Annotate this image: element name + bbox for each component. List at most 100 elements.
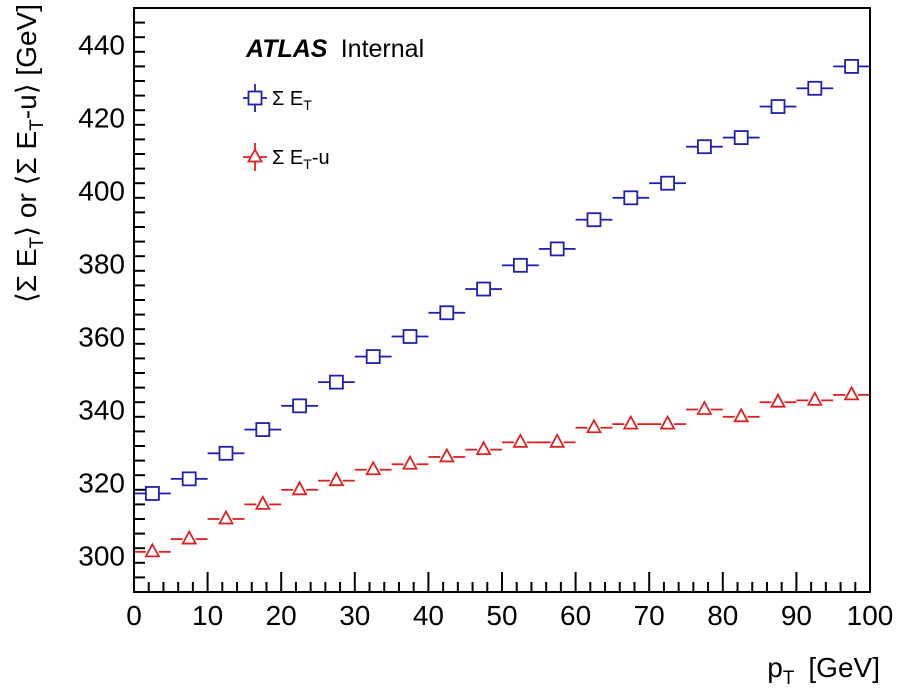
data-point	[244, 422, 282, 437]
marker	[769, 392, 787, 408]
data-point	[134, 542, 171, 558]
data-point	[796, 390, 834, 406]
marker	[549, 241, 565, 257]
y-axis-title-part3: -u⟩ [GeV]	[11, 4, 42, 119]
marker	[438, 447, 455, 463]
marker	[476, 281, 492, 297]
data-point	[796, 80, 834, 96]
y-tick-label: 300	[78, 541, 125, 572]
marker	[733, 407, 750, 423]
atlas-label-rest: Internal	[341, 35, 424, 63]
marker	[585, 418, 603, 434]
marker	[292, 398, 308, 414]
marker	[512, 432, 529, 448]
x-axis-title-main: p	[767, 652, 783, 683]
data-point	[538, 432, 576, 448]
marker	[697, 139, 712, 155]
data-point	[759, 99, 797, 114]
marker	[622, 414, 639, 430]
legend-label: Σ ET-u	[272, 147, 330, 172]
marker	[365, 460, 382, 476]
marker	[513, 257, 528, 273]
data-point	[318, 471, 355, 487]
legend-entry-2: Σ ET-u	[243, 143, 330, 172]
atlas-label-bold: ATLAS	[245, 35, 328, 63]
legend-label-main: Σ E	[272, 88, 303, 110]
data-point	[207, 509, 245, 525]
marker	[181, 471, 197, 487]
marker	[181, 529, 198, 545]
series-1	[134, 59, 870, 501]
data-point	[649, 414, 686, 430]
marker	[328, 471, 345, 487]
y-axis-title-part1: ⟨Σ E	[11, 248, 42, 303]
marker	[806, 390, 823, 406]
x-tick-label: 100	[847, 600, 894, 631]
data-point	[244, 495, 282, 510]
data-point	[428, 447, 466, 463]
data-point	[502, 257, 539, 273]
marker	[843, 385, 860, 401]
legend-label-main: Σ E	[272, 147, 303, 169]
y-tick-label: 400	[78, 176, 125, 207]
data-point	[465, 281, 502, 297]
x-axis-title: pT [GeV]	[767, 652, 880, 689]
marker	[475, 440, 492, 456]
data-point	[612, 190, 650, 206]
legend-marker	[246, 147, 264, 163]
marker	[401, 454, 419, 470]
marker	[402, 329, 418, 344]
marker	[659, 414, 676, 430]
plot-area	[134, 59, 870, 558]
legend-label-suffix: -u	[312, 147, 330, 169]
data-point	[538, 241, 576, 257]
x-tick-label: 20	[266, 600, 297, 631]
y-tick-label: 380	[78, 249, 125, 280]
x-tick-label: 10	[192, 600, 223, 631]
y-tick-label: 320	[78, 468, 125, 499]
y-tick-label: 440	[78, 30, 125, 61]
marker	[144, 486, 160, 501]
y-axis-title-part2: ⟩ or ⟨Σ E	[11, 131, 42, 237]
atlas-label: ATLAS Internal	[245, 35, 424, 63]
legend-marker	[247, 90, 263, 106]
data-point	[686, 139, 723, 155]
marker	[365, 349, 381, 364]
data-point	[465, 440, 502, 456]
x-axis-title-sub: T	[783, 668, 795, 689]
y-tick-label: 360	[78, 322, 125, 353]
data-point	[318, 374, 355, 390]
marker	[770, 99, 786, 114]
series-2	[134, 385, 870, 558]
marker	[623, 190, 639, 206]
data-point	[833, 59, 870, 74]
marker	[549, 432, 566, 448]
x-axis-title-unit: [GeV]	[808, 652, 880, 683]
marker	[660, 175, 675, 191]
marker	[291, 480, 308, 496]
marker	[255, 422, 271, 437]
data-point	[575, 418, 613, 434]
marker	[586, 212, 602, 228]
marker	[218, 445, 234, 461]
x-tick-label: 70	[634, 600, 665, 631]
x-tick-label: 30	[339, 600, 370, 631]
legend: Σ ETΣ ET-u	[243, 84, 330, 172]
y-axis-title-sub2: T	[27, 119, 48, 131]
data-point	[391, 454, 429, 470]
data-point	[354, 460, 392, 476]
data-point	[207, 445, 245, 461]
data-point	[686, 400, 723, 415]
data-point	[134, 486, 171, 501]
data-point	[649, 175, 686, 191]
data-point	[354, 349, 392, 364]
data-point	[170, 471, 208, 487]
y-axis-title-sub1: T	[27, 236, 48, 248]
marker	[254, 495, 271, 510]
marker	[844, 59, 859, 74]
marker	[328, 374, 344, 390]
x-axis: 0 10 20 30 40 50 60 70 80 90 100	[126, 572, 893, 631]
data-point	[759, 392, 797, 408]
data-point	[575, 212, 613, 228]
